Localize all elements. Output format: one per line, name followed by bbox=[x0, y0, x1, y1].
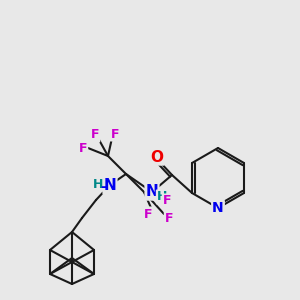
Text: N: N bbox=[212, 201, 224, 215]
Text: F: F bbox=[165, 212, 173, 224]
Text: N: N bbox=[146, 184, 158, 200]
Text: O: O bbox=[151, 149, 164, 164]
Text: F: F bbox=[144, 208, 152, 220]
Text: H: H bbox=[157, 190, 167, 203]
Text: H: H bbox=[93, 178, 103, 190]
Text: F: F bbox=[163, 194, 171, 208]
Text: F: F bbox=[111, 128, 119, 140]
Text: F: F bbox=[91, 128, 99, 142]
Text: N: N bbox=[103, 178, 116, 194]
Text: -: - bbox=[100, 180, 106, 194]
Text: F: F bbox=[79, 142, 87, 154]
